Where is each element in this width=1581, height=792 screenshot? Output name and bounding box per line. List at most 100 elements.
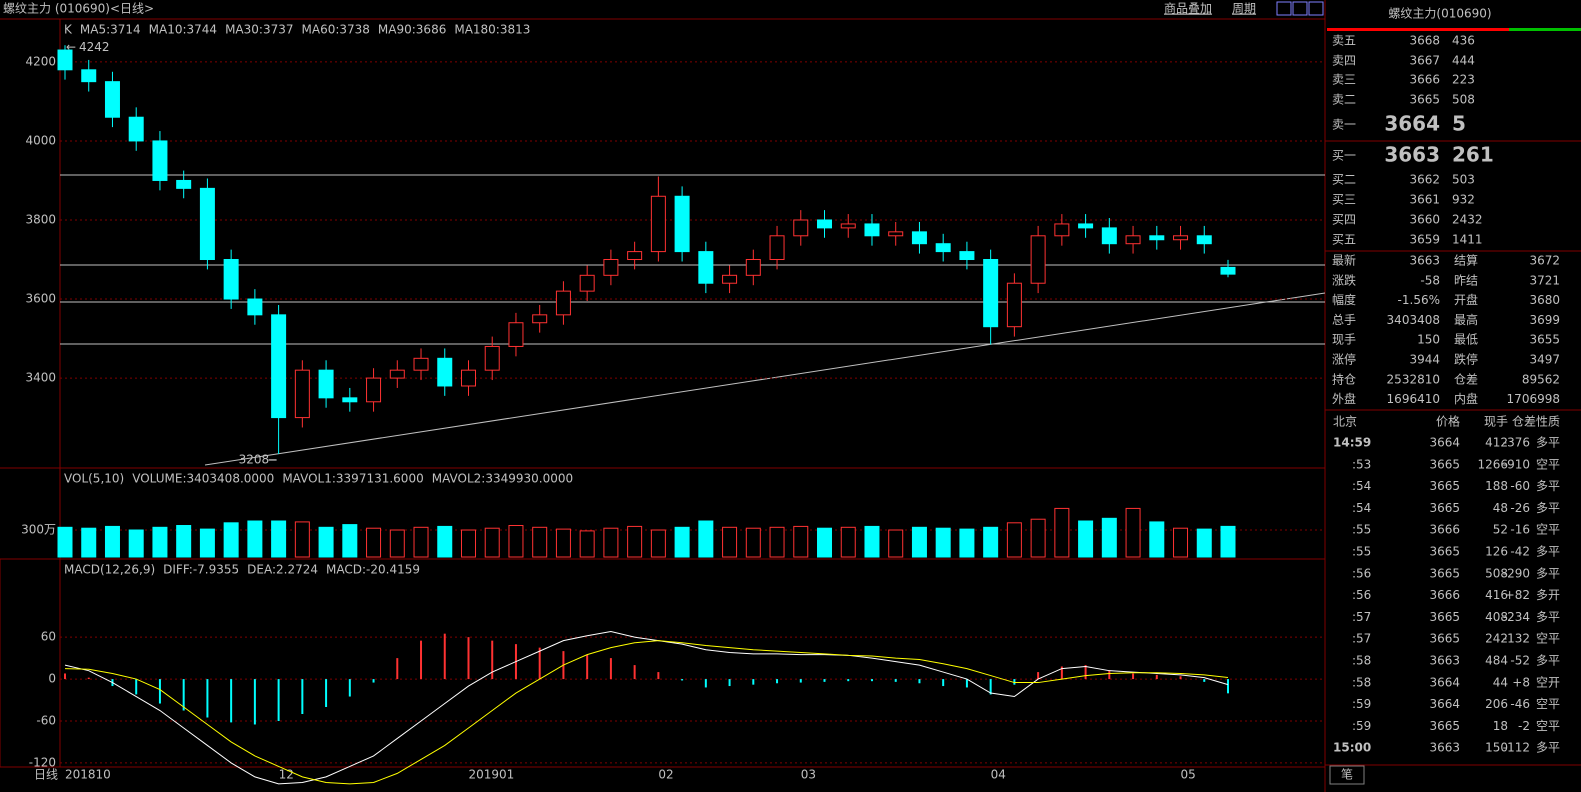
tick-time: :53 (1352, 457, 1371, 471)
tick-volume: 206 (1485, 697, 1508, 711)
stat-label: 最新 (1332, 253, 1356, 268)
tick-oi-change: -46 (1510, 697, 1530, 711)
book-volume: 508 (1452, 93, 1475, 107)
max-label: 4242 (79, 40, 110, 54)
period-button[interactable]: 周期 (1232, 2, 1256, 16)
tick-time: 14:59 (1333, 436, 1371, 450)
legend-item: MA60:3738 (302, 23, 370, 37)
book-volume: 932 (1452, 193, 1475, 207)
volume-bar (437, 525, 453, 558)
book-label: 买四 (1332, 213, 1356, 227)
quote-title: 螺纹主力(010690) (1388, 7, 1491, 21)
tick-header: 价格 (1436, 414, 1460, 429)
tick-oi-change: -132 (1503, 632, 1530, 646)
book-price: 3665 (1409, 93, 1440, 107)
tick-nature: 多平 (1536, 566, 1560, 580)
tick-header: 北京 (1333, 415, 1357, 429)
candle-body (342, 397, 358, 403)
volume-bar (484, 527, 500, 558)
tick-nature: 多平 (1536, 545, 1560, 559)
stat-value: 3680 (1529, 293, 1560, 307)
book-label: 卖五 (1332, 34, 1356, 48)
tick-time: :59 (1352, 719, 1371, 733)
min-label: 3208 (239, 452, 270, 466)
tick-oi-change: -376 (1503, 436, 1530, 450)
y-tick-label: 60 (41, 630, 56, 644)
candle-body (1101, 227, 1117, 245)
book-volume: 5 (1452, 112, 1466, 136)
volume-bar (342, 524, 358, 558)
candle-body (1054, 223, 1070, 237)
volume-bar (627, 525, 643, 558)
tick-nature: 多平 (1536, 501, 1560, 515)
book-price: 3663 (1384, 143, 1440, 167)
volume-bar (603, 527, 619, 558)
volume-bar (1173, 527, 1189, 558)
book-price: 3668 (1409, 34, 1440, 48)
candle-body (579, 274, 595, 292)
tick-volume: 18 (1493, 719, 1508, 733)
candle-body (650, 195, 666, 253)
tick-volume: 188 (1485, 479, 1508, 493)
book-label: 卖二 (1332, 93, 1356, 107)
tick-oi-change: -290 (1503, 566, 1530, 580)
y-tick-label: 3400 (25, 371, 56, 385)
tick-nature: 多平 (1536, 610, 1560, 624)
candle-body (57, 49, 73, 71)
candle-body (318, 369, 334, 399)
stat-label: 昨结 (1454, 273, 1478, 287)
candle-body (722, 274, 738, 284)
tick-time: :54 (1352, 501, 1371, 515)
tick-time: :56 (1352, 588, 1371, 602)
book-price: 3662 (1409, 173, 1440, 187)
candle-body (745, 259, 761, 276)
volume-bar (152, 526, 168, 558)
candle-body (1125, 235, 1141, 245)
candle-body (437, 357, 453, 387)
legend-item: MAVOL1:3397131.6000 (282, 472, 423, 486)
candle-body (271, 314, 287, 419)
stat-label: 现手 (1332, 333, 1356, 347)
nav-icons[interactable] (1276, 1, 1324, 16)
stat-label: 总手 (1332, 313, 1356, 327)
tick-oi-change: -52 (1510, 654, 1530, 668)
tick-header: 性质 (1536, 415, 1560, 429)
legend-item: K (64, 23, 73, 37)
volume-bar (722, 526, 738, 558)
volume-bar (674, 526, 690, 558)
overlay-button[interactable]: 商品叠加 (1164, 1, 1212, 16)
legend-item: MA180:3813 (454, 23, 530, 37)
tick-nature: 多开 (1536, 588, 1560, 602)
legend-item: MACD(12,26,9) (64, 563, 155, 577)
stat-label: 涨跌 (1332, 272, 1356, 287)
candle-body (698, 251, 714, 284)
book-label: 买二 (1332, 173, 1356, 187)
stat-value: 2532810 (1387, 372, 1440, 386)
legend-item: DEA:2.2724 (247, 563, 318, 577)
tick-volume: 52 (1493, 523, 1508, 537)
candle-body (983, 259, 999, 328)
tab[interactable] (1329, 765, 1365, 785)
tick-time: :57 (1352, 632, 1371, 646)
volume-bar (769, 526, 785, 558)
tick-price: 3663 (1429, 741, 1460, 755)
tab-label[interactable]: 笔 (1341, 767, 1353, 782)
y-tick-label: 3800 (25, 212, 56, 226)
tick-oi-change: +82 (1505, 588, 1530, 602)
tick-price: 3665 (1429, 610, 1460, 624)
tick-price: 3665 (1429, 457, 1460, 471)
book-price: 3667 (1409, 54, 1440, 68)
volume-bar (366, 527, 382, 558)
tick-volume: 508 (1485, 566, 1508, 580)
candle-body (223, 259, 239, 300)
macd-line (64, 640, 1229, 785)
candle-body (627, 251, 643, 261)
volume-bar (983, 526, 999, 558)
candle-body (793, 219, 809, 237)
tick-price: 3663 (1429, 654, 1460, 668)
x-tick-label: 03 (801, 768, 816, 782)
stat-label: 内盘 (1454, 391, 1478, 406)
volume-bar (57, 526, 73, 558)
candle-body (128, 116, 144, 142)
book-volume: 2432 (1452, 213, 1483, 227)
